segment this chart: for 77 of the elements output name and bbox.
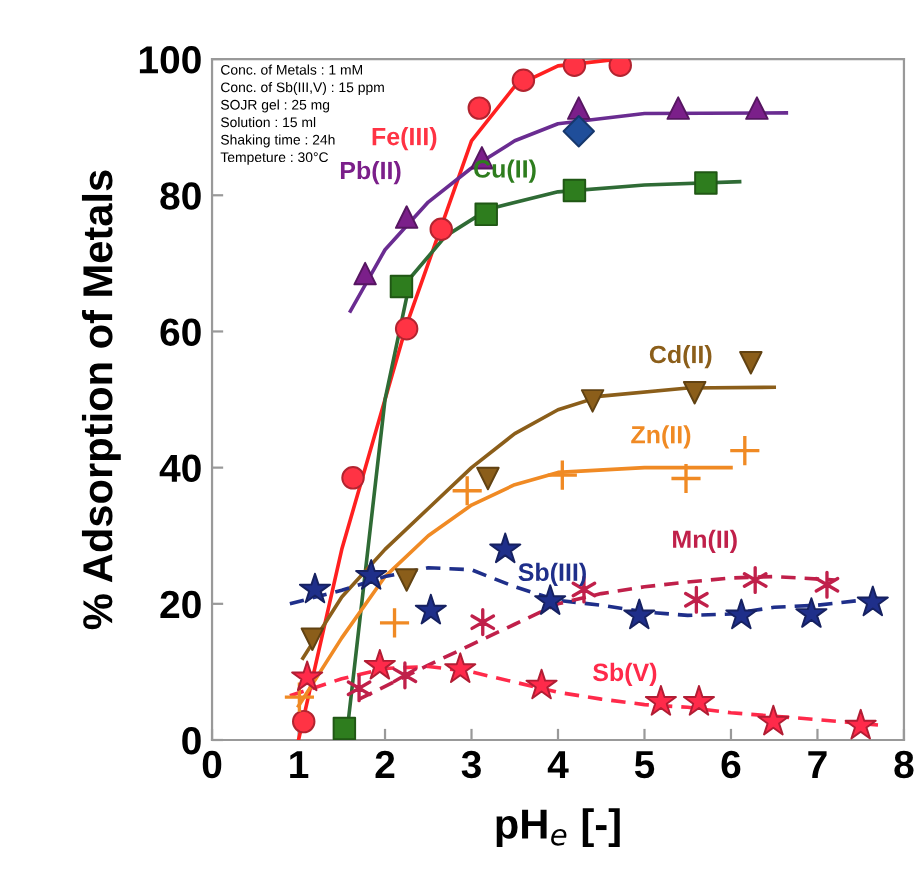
series-label: Mn(II) [673,529,737,554]
point [346,674,372,703]
point [283,680,316,714]
point [580,389,605,413]
point [725,598,758,630]
point [355,559,388,590]
point [476,466,500,491]
point [795,597,828,628]
point [666,96,690,120]
point [467,96,492,120]
y-tick-label: 80 [160,182,201,210]
y-tick-label: 20 [160,590,201,619]
point [378,606,411,640]
point [525,668,558,700]
point [739,351,763,375]
series-label: Pb(II) [340,160,401,185]
point [414,593,447,625]
point [745,96,769,120]
point [546,458,579,492]
point [292,709,316,734]
point [562,178,587,203]
x-tick-label: 0 [202,750,222,779]
y-tick-label: 40 [159,454,201,483]
point [332,716,357,740]
x-axis-title: pH$_{e}$ [-] [496,808,620,848]
point [298,572,331,604]
point [394,317,419,341]
point [757,704,790,736]
x-tick-label: 3 [461,750,481,779]
point [341,466,365,490]
point [682,685,715,716]
point [394,568,419,592]
point [562,115,595,148]
series-label: Cd(II) [649,344,712,369]
point [534,584,567,615]
point [389,274,414,299]
x-tick-label: 7 [808,751,827,778]
point [444,652,477,683]
point [682,381,707,405]
point [394,205,419,229]
point [474,202,498,227]
point [450,474,484,508]
series-label: Fe(III) [372,127,437,151]
y-axis-title: % Adsorption of Metals [81,170,121,630]
series-label: Sb(V) [592,662,657,687]
x-tick-label: 4 [547,751,569,778]
point [567,96,591,120]
point [353,261,377,286]
point [856,585,889,617]
series-label: Zn(II) [631,425,691,449]
series-label: Sb(III) [518,562,586,586]
point [644,685,677,716]
point [814,570,840,599]
point [844,708,877,740]
x-tick-label: 1 [290,751,309,778]
point [742,565,768,595]
point [694,171,718,195]
y-tick-label: 100 [139,46,201,74]
point [429,217,453,242]
y-tick-label: 0 [182,726,201,755]
x-tick-label: 5 [634,751,655,779]
point [300,627,325,651]
series-label: Cu(II) [474,159,536,183]
x-tick-label: 8 [894,750,914,779]
point [291,660,324,692]
x-tick-label: 6 [721,750,741,779]
point [683,585,709,614]
point [363,648,396,680]
y-tick-label: 60 [160,318,201,346]
point [511,68,536,92]
x-tick-label: 2 [375,750,395,778]
point [392,661,418,690]
point [623,598,656,630]
point [728,434,762,467]
point [470,608,496,637]
point [669,462,703,495]
point [489,532,522,564]
